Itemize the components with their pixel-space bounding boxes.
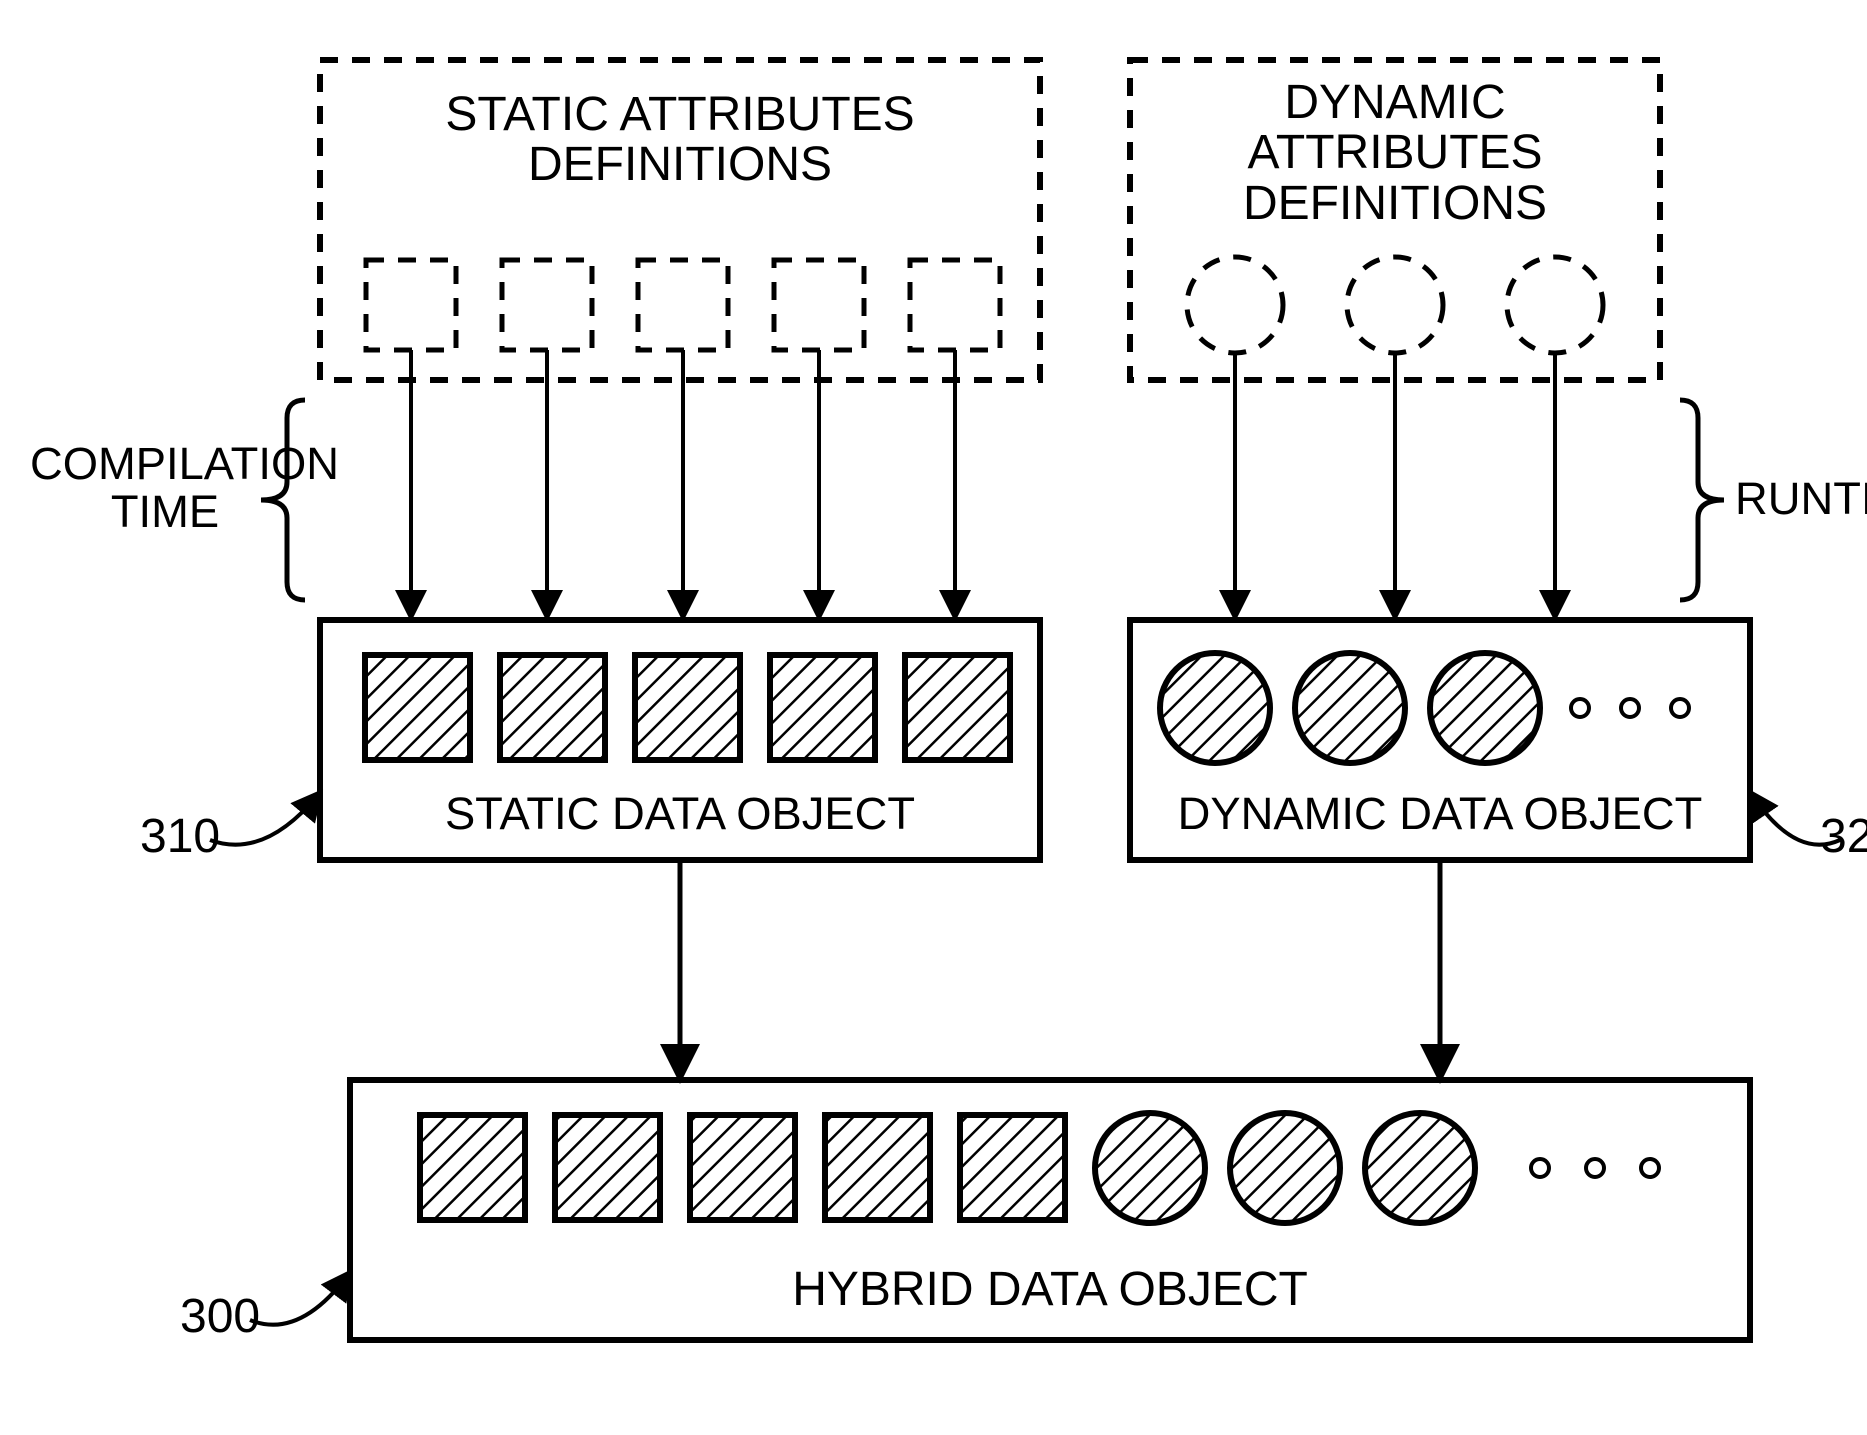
dynamic-obj-title: DYNAMIC DATA OBJECT xyxy=(1130,790,1750,838)
dynamic-defs-title: DYNAMIC ATTRIBUTES DEFINITIONS xyxy=(1130,78,1660,229)
ref-310: 310 xyxy=(140,812,230,862)
static-obj-title: STATIC DATA OBJECT xyxy=(320,790,1040,838)
hybrid-obj-title: HYBRID DATA OBJECT xyxy=(350,1265,1750,1315)
runtime-label: RUNTIME xyxy=(1735,475,1867,523)
static-defs-title: STATIC ATTRIBUTES DEFINITIONS xyxy=(320,90,1040,191)
ref-320: 320 xyxy=(1820,812,1867,862)
ref-300: 300 xyxy=(180,1292,270,1342)
compilation-time-label: COMPILATION TIME xyxy=(30,440,300,535)
diagram-canvas: STATIC ATTRIBUTES DEFINITIONS DYNAMIC AT… xyxy=(0,0,1867,1435)
